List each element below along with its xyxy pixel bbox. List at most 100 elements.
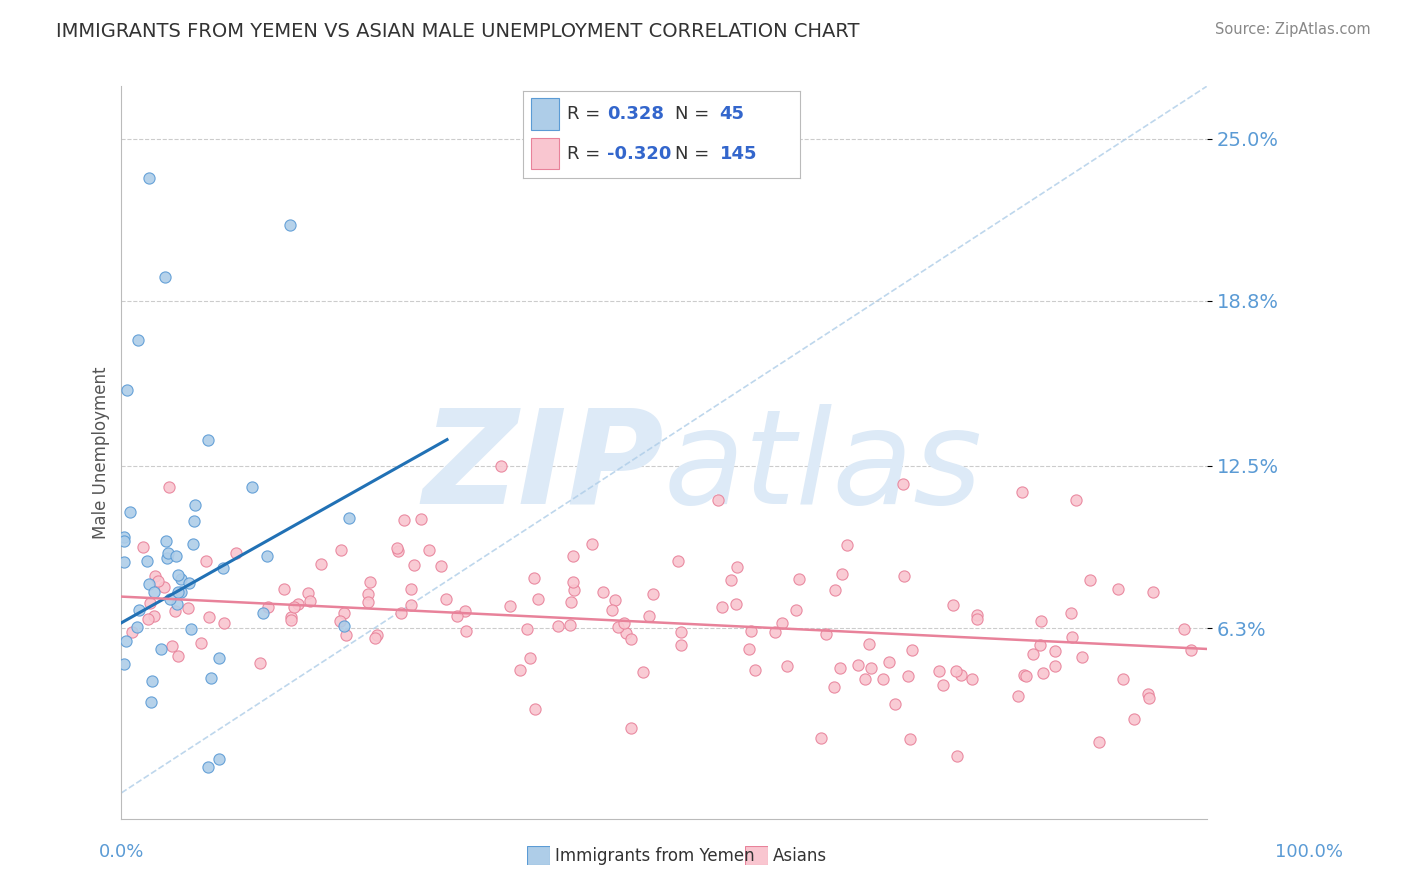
- Point: [737, 641, 759, 656]
- Point: [287, 597, 309, 611]
- Point: [128, 602, 150, 616]
- Point: [1136, 687, 1159, 701]
- Point: [190, 636, 212, 650]
- Point: [893, 569, 915, 583]
- Text: 100.0%: 100.0%: [1275, 843, 1343, 861]
- Point: [942, 598, 965, 612]
- Point: [165, 604, 187, 618]
- Point: [527, 592, 550, 607]
- Point: [966, 607, 988, 622]
- Point: [823, 681, 845, 695]
- Point: [763, 625, 786, 640]
- Point: [711, 600, 734, 615]
- Point: [547, 619, 569, 633]
- Point: [387, 544, 409, 558]
- Point: [883, 697, 905, 711]
- Point: [562, 582, 585, 597]
- Point: [170, 573, 193, 587]
- Point: [389, 606, 412, 620]
- Point: [1078, 573, 1101, 587]
- Point: [1180, 643, 1202, 657]
- Point: [950, 668, 973, 682]
- Point: [177, 601, 200, 615]
- Point: [329, 543, 352, 558]
- Text: Asians: Asians: [773, 847, 827, 865]
- Point: [828, 660, 851, 674]
- Point: [620, 721, 643, 735]
- Point: [280, 610, 302, 624]
- Point: [197, 760, 219, 774]
- Point: [1060, 630, 1083, 644]
- Point: [434, 592, 457, 607]
- Point: [138, 170, 160, 185]
- Point: [357, 587, 380, 601]
- Point: [558, 618, 581, 632]
- Point: [160, 639, 183, 653]
- Point: [280, 614, 302, 628]
- Point: [1060, 606, 1083, 620]
- Point: [509, 664, 531, 678]
- Text: IMMIGRANTS FROM YEMEN VS ASIAN MALE UNEMPLOYMENT CORRELATION CHART: IMMIGRANTS FROM YEMEN VS ASIAN MALE UNEM…: [56, 22, 859, 41]
- Point: [720, 573, 742, 587]
- Point: [1007, 690, 1029, 704]
- Point: [200, 671, 222, 685]
- Point: [252, 606, 274, 620]
- Point: [112, 555, 135, 569]
- Point: [278, 218, 301, 232]
- Point: [170, 584, 193, 599]
- Point: [153, 270, 176, 285]
- Point: [446, 609, 468, 624]
- Point: [1122, 712, 1144, 726]
- Point: [309, 558, 332, 572]
- Point: [166, 648, 188, 663]
- Point: [613, 615, 636, 630]
- Point: [401, 582, 423, 596]
- Point: [1014, 667, 1036, 681]
- Point: [418, 543, 440, 558]
- Point: [402, 558, 425, 573]
- Point: [740, 624, 762, 638]
- Point: [454, 603, 477, 617]
- Point: [179, 576, 201, 591]
- Point: [785, 602, 807, 616]
- Point: [141, 673, 163, 688]
- Point: [898, 732, 921, 747]
- Point: [127, 333, 149, 347]
- Point: [183, 537, 205, 551]
- Point: [225, 546, 247, 560]
- Point: [519, 651, 541, 665]
- Point: [184, 498, 207, 512]
- Point: [859, 660, 882, 674]
- Point: [165, 549, 187, 564]
- Point: [112, 534, 135, 549]
- Text: atlas: atlas: [664, 404, 983, 531]
- Point: [787, 573, 810, 587]
- Point: [516, 623, 538, 637]
- Point: [364, 631, 387, 645]
- Point: [491, 458, 513, 473]
- Point: [332, 606, 354, 620]
- Point: [212, 615, 235, 630]
- Point: [835, 538, 858, 552]
- Point: [932, 678, 955, 692]
- Point: [180, 622, 202, 636]
- Text: 0.0%: 0.0%: [98, 843, 143, 861]
- Point: [725, 560, 748, 574]
- Point: [1112, 672, 1135, 686]
- Point: [359, 575, 381, 590]
- Point: [430, 558, 453, 573]
- Point: [1066, 492, 1088, 507]
- Point: [605, 592, 627, 607]
- Point: [775, 659, 797, 673]
- Point: [208, 752, 231, 766]
- Point: [814, 626, 837, 640]
- Point: [561, 575, 583, 590]
- Point: [824, 582, 846, 597]
- Point: [897, 669, 920, 683]
- Point: [212, 561, 235, 575]
- Text: ZIP: ZIP: [422, 404, 664, 531]
- Point: [166, 597, 188, 611]
- Point: [149, 642, 172, 657]
- Point: [132, 541, 155, 555]
- Point: [960, 673, 983, 687]
